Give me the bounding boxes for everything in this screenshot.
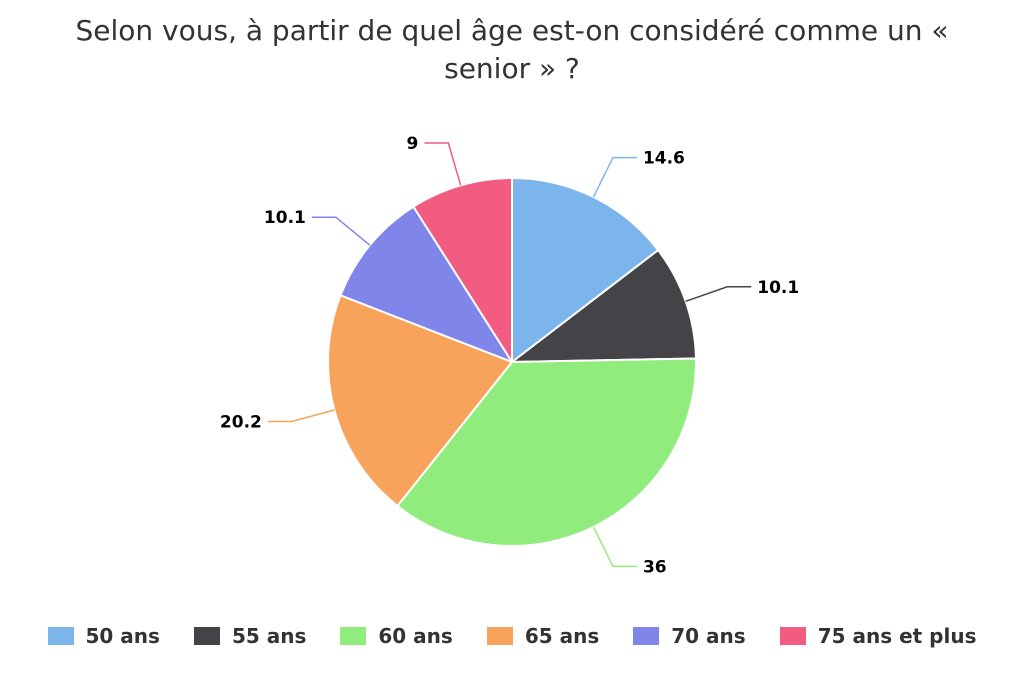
data-label-70-ans: 10.1 bbox=[264, 208, 306, 228]
pie-slice-55-ans[interactable] bbox=[511, 249, 697, 363]
legend-label: 60 ans bbox=[378, 624, 453, 648]
connector-line-75-ans-et-plus bbox=[424, 142, 462, 186]
legend-swatch bbox=[486, 627, 513, 645]
legend-item-75-ans-et-plus[interactable]: 75 ans et plus bbox=[779, 624, 977, 648]
connector-line-60-ans bbox=[592, 526, 637, 568]
legend-swatch bbox=[633, 627, 660, 645]
data-label-60-ans: 36 bbox=[643, 557, 667, 577]
data-label-65-ans: 20.2 bbox=[220, 412, 262, 432]
data-label-50-ans: 14.6 bbox=[643, 149, 685, 169]
legend-swatch bbox=[193, 627, 220, 645]
connector-line-50-ans bbox=[592, 156, 637, 198]
pie-slice-60-ans[interactable] bbox=[396, 357, 697, 547]
legend-swatch bbox=[779, 627, 806, 645]
chart-legend: 50 ans 55 ans 60 ans 65 ans 70 ans 75 ans et … bbox=[0, 620, 1024, 652]
legend-label: 55 ans bbox=[231, 624, 307, 648]
data-label-75-ans-et-plus: 9 bbox=[407, 134, 419, 154]
legend-item-55-ans[interactable]: 55 ans bbox=[193, 624, 307, 648]
connector-line-70-ans bbox=[311, 216, 371, 246]
legend-label: 70 ans bbox=[671, 624, 746, 648]
data-label-55-ans: 10.1 bbox=[757, 278, 799, 298]
legend-swatch bbox=[47, 627, 74, 645]
legend-item-65-ans[interactable]: 65 ans bbox=[486, 624, 600, 648]
legend-item-60-ans[interactable]: 60 ans bbox=[340, 624, 453, 648]
legend-item-70-ans[interactable]: 70 ans bbox=[633, 624, 746, 648]
pie-slice-70-ans[interactable] bbox=[339, 205, 513, 363]
pie-slice-50-ans[interactable] bbox=[511, 177, 660, 363]
legend-swatch bbox=[340, 627, 367, 645]
legend-label: 65 ans bbox=[524, 624, 600, 648]
legend-label: 50 ans bbox=[85, 624, 160, 648]
legend-label: 75 ans et plus bbox=[817, 624, 977, 648]
legend-item-50-ans[interactable]: 50 ans bbox=[47, 624, 160, 648]
connector-line-65-ans bbox=[267, 409, 335, 423]
chart-title: Selon vous, à partir de quel âge est-on … bbox=[75, 14, 949, 85]
connector-line-55-ans bbox=[685, 286, 752, 303]
pie-slice-65-ans[interactable] bbox=[327, 294, 513, 507]
